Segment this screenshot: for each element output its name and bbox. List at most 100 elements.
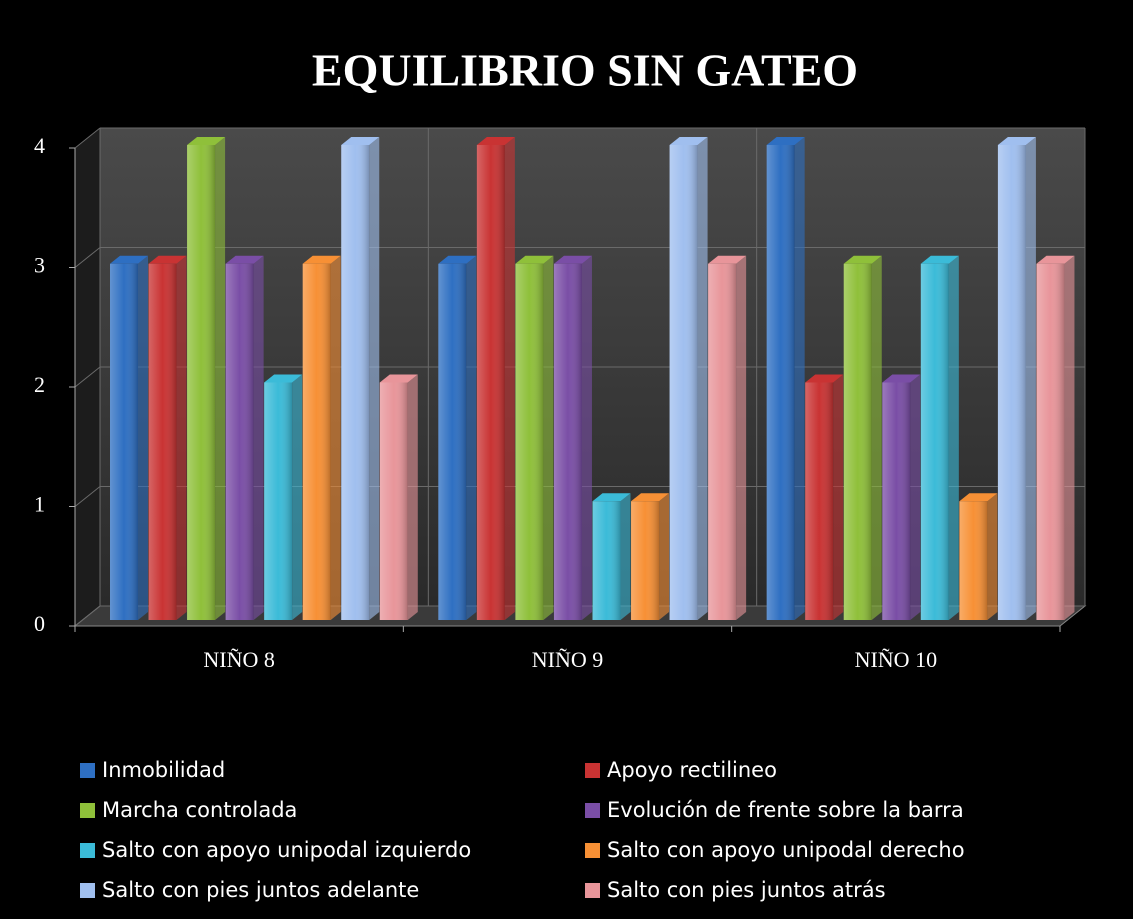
bar-side: [466, 255, 477, 620]
chart-title: EQUILIBRIO SIN GATEO: [312, 45, 858, 96]
bar-side: [176, 255, 187, 620]
bar-side: [948, 255, 959, 620]
bar-shine: [592, 501, 621, 620]
bar-group: [766, 137, 805, 620]
bar-top: [148, 255, 187, 264]
bar-shine: [805, 382, 834, 620]
bar-group: [843, 255, 882, 620]
bar-top: [592, 493, 631, 502]
legend-swatch: [585, 803, 600, 818]
legend-swatch: [80, 763, 95, 778]
grid-line-side: [74, 605, 101, 627]
bar-side: [407, 374, 418, 620]
bar-group: [341, 137, 380, 620]
bar-shine: [843, 263, 872, 620]
legend-swatch: [80, 883, 95, 898]
bar-side: [620, 493, 631, 620]
y-tick-label: 4: [34, 133, 45, 158]
bar-group: [1036, 255, 1075, 620]
bar-shine: [669, 145, 698, 620]
bar-group: [148, 255, 187, 620]
bar-group: [882, 374, 921, 620]
bar-shine: [148, 263, 177, 620]
bar-group: [959, 493, 998, 620]
bar-top: [553, 255, 592, 264]
bar-top: [669, 137, 708, 145]
bar-shine: [225, 263, 254, 620]
bar-side: [330, 255, 341, 620]
bar-top: [110, 255, 148, 264]
bar-top: [302, 255, 341, 264]
bar-side: [581, 255, 592, 620]
bar-top: [766, 137, 805, 145]
grid-line-side: [74, 247, 101, 268]
bar-top: [341, 137, 380, 145]
bar-group: [631, 493, 670, 620]
x-tick-label: NIÑO 10: [855, 647, 938, 672]
bar-top: [959, 493, 998, 502]
legend-label: Apoyo rectilineo: [607, 758, 777, 782]
bar-shine: [438, 263, 467, 620]
bar-side: [215, 137, 226, 620]
bar-shine: [264, 382, 293, 620]
legend-label: Salto con pies juntos atrás: [607, 878, 886, 902]
bar-side: [871, 255, 882, 620]
bar-group: [476, 137, 515, 620]
bar-shine: [766, 145, 795, 620]
bar-top: [805, 374, 844, 383]
bar-top: [920, 255, 959, 264]
bar-side: [833, 374, 844, 620]
grid-line-side: [74, 127, 101, 149]
bar-side: [543, 255, 554, 620]
bar-shine: [553, 263, 582, 620]
bar-group: [438, 255, 477, 620]
bar-group: [920, 255, 959, 620]
bar-top: [225, 255, 264, 264]
bar-shine: [476, 145, 505, 620]
grid-line-side: [74, 366, 101, 388]
legend-swatch: [585, 843, 600, 858]
bar-side: [369, 137, 380, 620]
bar-shine: [708, 263, 737, 620]
bar-shine: [920, 263, 949, 620]
bar-side: [659, 493, 670, 620]
bar-top: [187, 137, 226, 145]
bar-side: [736, 255, 747, 620]
bar-side: [138, 255, 148, 620]
bar-group: [264, 374, 303, 620]
bar-shine: [882, 382, 911, 620]
bar-shine: [187, 145, 216, 620]
legend-swatch: [585, 763, 600, 778]
bar-shine: [341, 145, 370, 620]
bar-shine: [1036, 263, 1065, 620]
bar-top: [882, 374, 921, 383]
bar-group: [110, 255, 148, 620]
bar-group: [805, 374, 844, 620]
legend-label: Salto con pies juntos adelante: [102, 878, 419, 902]
bar-group: [997, 137, 1036, 620]
bar-top: [843, 255, 882, 264]
bar-group: [515, 255, 554, 620]
legend-label: Marcha controlada: [102, 798, 297, 822]
x-tick-label: NIÑO 9: [532, 647, 604, 672]
bar-group: [379, 374, 418, 620]
bar-side: [1025, 137, 1036, 620]
y-tick-label: 0: [34, 611, 45, 636]
bar-top: [264, 374, 303, 383]
bar-side: [292, 374, 303, 620]
bar-top: [515, 255, 554, 264]
bar-side: [910, 374, 921, 620]
bar-group: [302, 255, 341, 620]
bar-shine: [379, 382, 408, 620]
bar-shine: [959, 501, 988, 620]
legend-label: Inmobilidad: [102, 758, 225, 782]
bar-top: [379, 374, 418, 383]
legend-label: Evolución de frente sobre la barra: [607, 798, 964, 822]
bar-group: [187, 137, 226, 620]
bar-shine: [515, 263, 544, 620]
bar-side: [697, 137, 708, 620]
y-tick-label: 3: [34, 253, 45, 278]
legend-label: Salto con apoyo unipodal izquierdo: [102, 838, 471, 862]
bar-side: [794, 137, 805, 620]
